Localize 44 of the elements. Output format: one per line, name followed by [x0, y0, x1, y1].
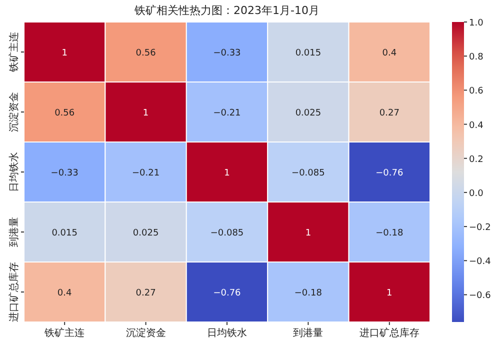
data-label: 0.56 [136, 48, 156, 58]
data-label: −0.21 [132, 168, 160, 178]
data-label: 0.015 [52, 228, 78, 238]
data-label: −0.33 [213, 48, 241, 58]
data-label: 0.4 [57, 288, 72, 298]
color-bar-label: 0.8 [469, 52, 484, 63]
x-tick-label: 到港量 [293, 327, 324, 339]
color-bar-label: −0.6 [469, 291, 492, 302]
data-label: 1 [62, 48, 68, 58]
x-tick-label: 铁矿主连 [44, 327, 85, 339]
data-label: 0.025 [132, 228, 159, 238]
data-label: −0.18 [294, 288, 322, 298]
data-label: −0.76 [376, 168, 404, 178]
color-bar-label: 0.0 [469, 188, 484, 199]
data-label: 0.4 [382, 48, 397, 58]
color-bar-label: 0.4 [469, 120, 484, 131]
y-tick-label: 日均铁水 [8, 152, 20, 192]
x-tick-label: 沉淀资金 [126, 327, 166, 339]
color-bar-label: 0.2 [469, 154, 484, 165]
data-label: −0.33 [50, 168, 78, 178]
color-bar-label: 0.6 [469, 86, 484, 97]
data-label: 0.27 [379, 108, 400, 118]
data-label: −0.76 [213, 288, 242, 298]
y-tick-label: 到港量 [8, 217, 20, 247]
data-label: −0.18 [376, 228, 404, 238]
x-tick-label: 日均铁水 [207, 327, 247, 339]
y-tick-label: 沉淀资金 [8, 92, 20, 132]
data-label: 1 [142, 108, 149, 118]
color-bar-label: −0.4 [469, 257, 492, 268]
data-label: 1 [224, 168, 230, 178]
color-bar-label: 1.0 [469, 18, 484, 28]
chart-title: 铁矿相关性热力图：2023年1月-10月 [134, 4, 320, 17]
data-label: 0.025 [295, 108, 322, 118]
data-label: −0.085 [210, 228, 244, 238]
data-label: 0.56 [54, 108, 75, 118]
data-label: 1 [305, 228, 312, 238]
data-label: 0.27 [136, 288, 156, 298]
color-bar-label: −0.2 [469, 223, 491, 234]
x-tick-label: 进口矿总库存 [359, 327, 420, 339]
data-label: −0.21 [213, 108, 241, 118]
y-tick-label: 铁矿主连 [8, 32, 20, 73]
data-label: 1 [386, 288, 392, 298]
data-label: 0.015 [295, 48, 322, 58]
data-label: −0.085 [292, 168, 325, 178]
